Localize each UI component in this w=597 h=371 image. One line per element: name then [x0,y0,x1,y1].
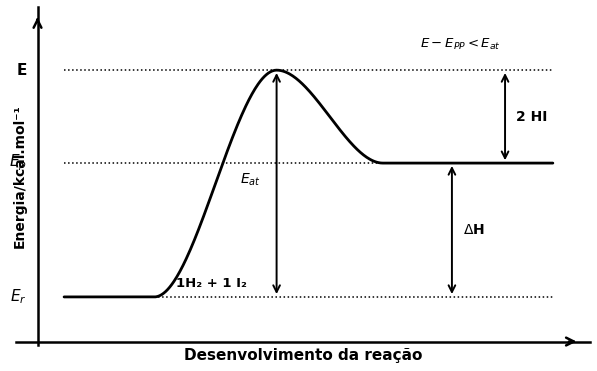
Y-axis label: Energia/kcal.mol⁻¹: Energia/kcal.mol⁻¹ [13,104,26,248]
Text: $E - E_{PP} < E_{at}$: $E - E_{PP} < E_{at}$ [420,36,501,52]
Text: $E_p$: $E_p$ [9,153,27,173]
Text: E: E [17,63,27,78]
Text: 2 HI: 2 HI [516,109,547,124]
Text: $E_{at}$: $E_{at}$ [240,172,261,188]
Text: 1H₂ + 1 I₂: 1H₂ + 1 I₂ [176,277,247,290]
Text: $E_r$: $E_r$ [10,288,27,306]
Text: $\Delta$H: $\Delta$H [463,223,484,237]
X-axis label: Desenvolvimento da reação: Desenvolvimento da reação [184,348,422,364]
